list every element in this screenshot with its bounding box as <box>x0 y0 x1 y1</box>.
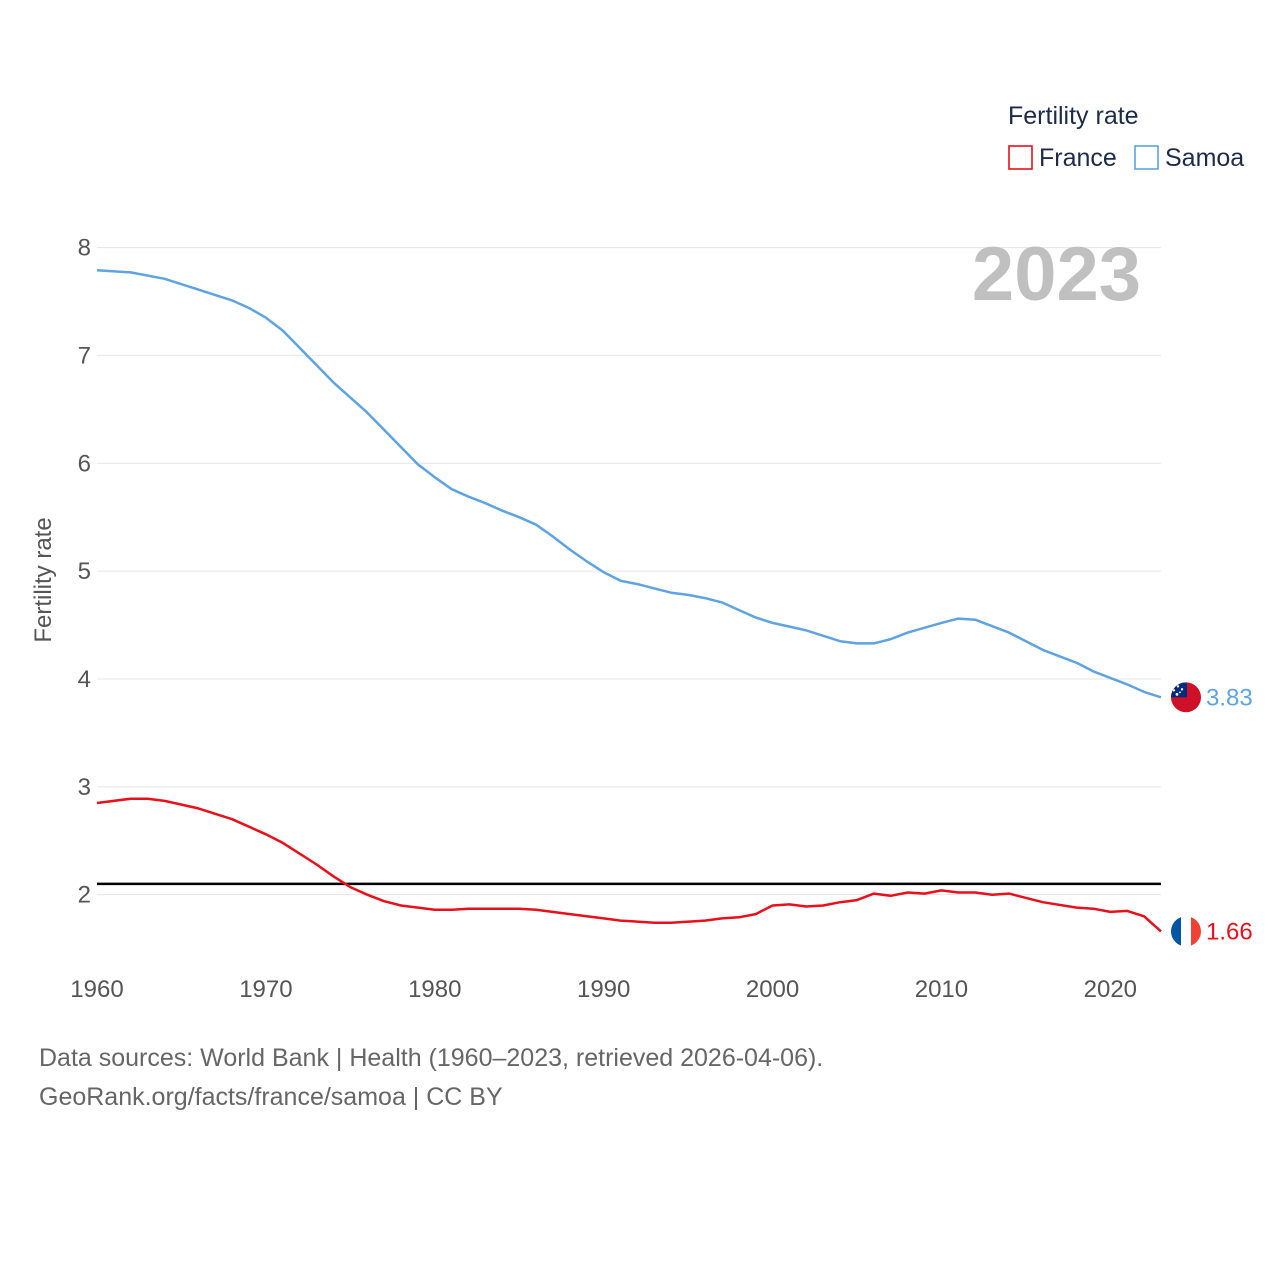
legend-title: Fertility rate <box>1008 102 1139 130</box>
footer-attribution[interactable]: GeoRank.org/facts/france/samoa | CC BY <box>39 1083 503 1111</box>
y-tick-label-8: 8 <box>78 235 91 262</box>
x-tick-label-2010: 2010 <box>915 976 968 1003</box>
legend-swatch-france <box>1008 145 1033 170</box>
y-tick-label-5: 5 <box>78 558 91 585</box>
year-label: 2023 <box>972 232 1141 317</box>
y-tick-label-7: 7 <box>78 342 91 369</box>
x-tick-label-1990: 1990 <box>577 976 630 1003</box>
y-tick-label-2: 2 <box>78 882 91 909</box>
x-tick-label-1960: 1960 <box>70 976 123 1003</box>
x-tick-label-2000: 2000 <box>746 976 799 1003</box>
samoa-end-value: 3.83 <box>1206 684 1253 711</box>
legend-swatch-samoa <box>1134 145 1159 170</box>
france-end-value: 1.66 <box>1206 918 1253 945</box>
series-line-samoa <box>96 268 1162 699</box>
x-tick-label-2020: 2020 <box>1084 976 1137 1003</box>
legend-item-samoa[interactable]: Samoa <box>1134 144 1244 172</box>
series-lines <box>96 268 1162 933</box>
x-axis-ticks: 1960 1970 1980 1990 2000 2010 2020 <box>70 976 1137 1003</box>
x-tick-label-1980: 1980 <box>408 976 461 1003</box>
legend-label-france: France <box>1039 144 1117 172</box>
legend-item-france[interactable]: France <box>1008 144 1117 172</box>
legend: Fertility rate France Samoa <box>1008 102 1244 172</box>
y-axis-label: Fertility rate <box>30 517 57 642</box>
series-line-france <box>96 797 1162 933</box>
y-tick-label-4: 4 <box>78 666 91 693</box>
samoa-flag-icon <box>1171 682 1201 713</box>
y-tick-label-6: 6 <box>78 450 91 477</box>
x-tick-label-1970: 1970 <box>239 976 292 1003</box>
y-tick-label-3: 3 <box>78 774 91 801</box>
footer-sources: Data sources: World Bank | Health (1960–… <box>39 1044 824 1072</box>
legend-label-samoa: Samoa <box>1165 144 1244 172</box>
y-axis-ticks: 2 3 4 5 6 7 8 <box>78 235 91 909</box>
france-flag-icon <box>1171 916 1201 947</box>
gridlines <box>97 247 1161 896</box>
